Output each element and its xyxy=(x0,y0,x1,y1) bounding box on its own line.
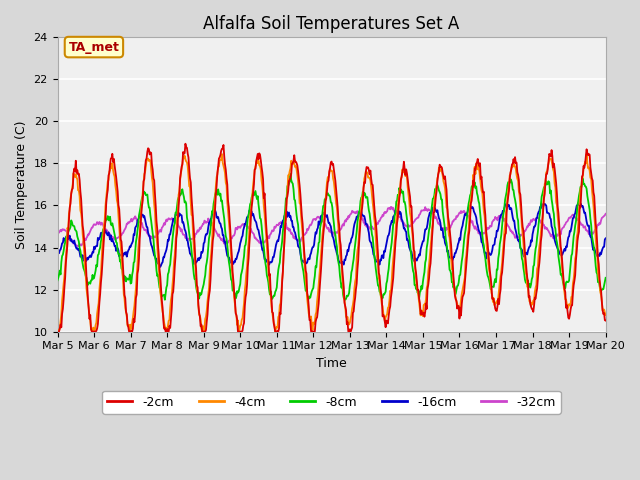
Text: TA_met: TA_met xyxy=(68,41,120,54)
Y-axis label: Soil Temperature (C): Soil Temperature (C) xyxy=(15,120,28,249)
X-axis label: Time: Time xyxy=(316,357,347,370)
Legend: -2cm, -4cm, -8cm, -16cm, -32cm: -2cm, -4cm, -8cm, -16cm, -32cm xyxy=(102,391,561,414)
Title: Alfalfa Soil Temperatures Set A: Alfalfa Soil Temperatures Set A xyxy=(204,15,460,33)
